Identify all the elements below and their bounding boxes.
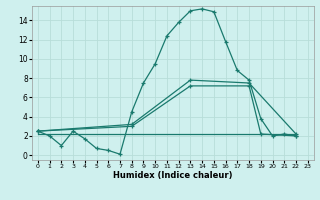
X-axis label: Humidex (Indice chaleur): Humidex (Indice chaleur) xyxy=(113,171,233,180)
